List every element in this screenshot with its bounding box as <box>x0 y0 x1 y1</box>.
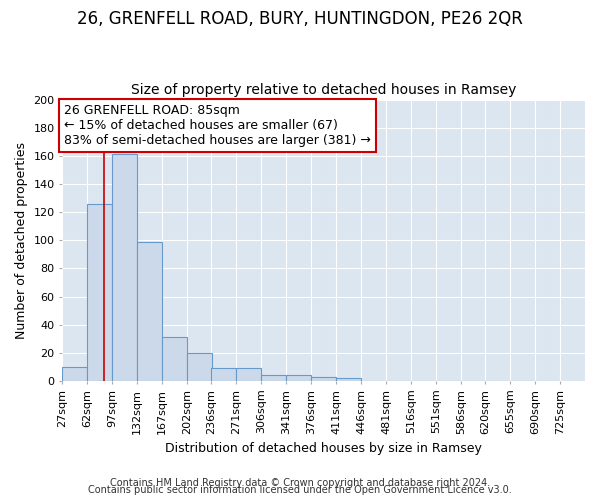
Bar <box>286 376 311 381</box>
Bar <box>87 204 112 381</box>
Text: 26, GRENFELL ROAD, BURY, HUNTINGDON, PE26 2QR: 26, GRENFELL ROAD, BURY, HUNTINGDON, PE2… <box>77 10 523 28</box>
Bar <box>236 368 261 381</box>
X-axis label: Distribution of detached houses by size in Ramsey: Distribution of detached houses by size … <box>165 442 482 455</box>
Bar <box>112 154 137 381</box>
Bar <box>211 368 236 381</box>
Bar <box>187 353 212 381</box>
Text: Contains public sector information licensed under the Open Government Licence v3: Contains public sector information licen… <box>88 485 512 495</box>
Bar <box>261 376 286 381</box>
Bar <box>336 378 361 381</box>
Y-axis label: Number of detached properties: Number of detached properties <box>15 142 28 339</box>
Bar <box>137 242 162 381</box>
Bar <box>62 367 87 381</box>
Bar <box>162 338 187 381</box>
Title: Size of property relative to detached houses in Ramsey: Size of property relative to detached ho… <box>131 83 517 97</box>
Bar <box>311 377 336 381</box>
Text: Contains HM Land Registry data © Crown copyright and database right 2024.: Contains HM Land Registry data © Crown c… <box>110 478 490 488</box>
Text: 26 GRENFELL ROAD: 85sqm
← 15% of detached houses are smaller (67)
83% of semi-de: 26 GRENFELL ROAD: 85sqm ← 15% of detache… <box>64 104 371 147</box>
